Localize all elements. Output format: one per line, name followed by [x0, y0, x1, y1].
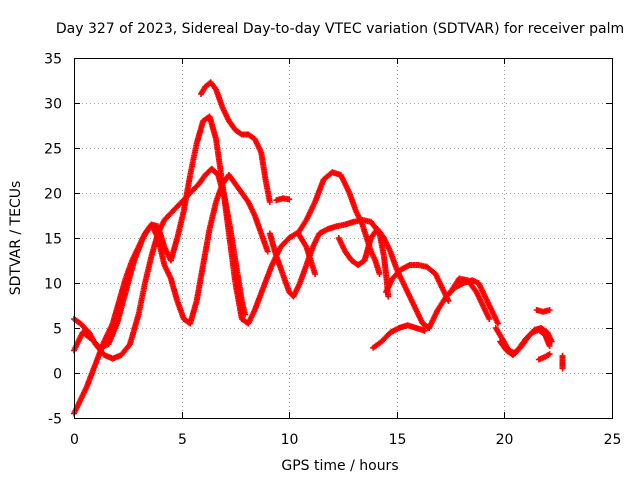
axis-ticks — [74, 58, 613, 419]
x-tick-label: 10 — [281, 432, 299, 448]
data-point — [312, 271, 319, 277]
data-point — [546, 343, 553, 349]
y-axis-label: SDTVAR / TECUs — [8, 181, 24, 296]
y-tick-label: -5 — [48, 412, 62, 428]
y-tick-label: 15 — [44, 232, 62, 248]
series-track-4 — [197, 79, 273, 205]
data-point — [266, 199, 273, 205]
y-tick-label: 5 — [53, 322, 62, 338]
series-track-17 — [559, 352, 566, 372]
y-tick-label: 10 — [44, 277, 62, 293]
data-point — [445, 298, 452, 304]
data-point — [559, 352, 566, 359]
series-track-15 — [535, 351, 553, 363]
x-tick-label: 0 — [70, 432, 79, 448]
series-track-3 — [71, 172, 271, 417]
series-track-14 — [497, 326, 553, 358]
x-tick-label: 20 — [496, 432, 514, 448]
y-tick-labels: -5 0 5 10 15 20 25 30 35 — [44, 52, 62, 428]
data-point — [286, 196, 293, 203]
x-tick-labels: 0 5 10 15 20 25 — [70, 432, 621, 448]
x-tick-label: 15 — [389, 432, 407, 448]
data-point — [494, 320, 501, 327]
series-track-11 — [447, 275, 493, 322]
y-tick-label: 35 — [44, 52, 62, 68]
data-point — [264, 248, 271, 255]
data-point — [421, 327, 428, 334]
y-tick-label: 0 — [53, 367, 62, 383]
chart-title: Day 327 of 2023, Sidereal Day-to-day VTE… — [56, 21, 624, 37]
series-track-8 — [335, 226, 433, 331]
data-point — [385, 293, 392, 300]
series-track-9 — [383, 262, 452, 304]
grid-lines — [74, 58, 612, 418]
series-track-16 — [533, 307, 553, 315]
x-axis-label: GPS time / hours — [281, 458, 398, 474]
data-point — [546, 307, 553, 313]
data-point — [546, 351, 553, 358]
y-tick-label: 30 — [44, 97, 62, 113]
data-point — [486, 316, 493, 322]
data-points — [71, 79, 566, 417]
series-track-7 — [294, 169, 383, 277]
x-tick-label: 5 — [178, 432, 187, 448]
y-tick-label: 25 — [44, 142, 62, 158]
y-tick-label: 20 — [44, 187, 62, 203]
data-point — [376, 271, 383, 277]
series-track-5 — [273, 195, 293, 204]
x-tick-label: 25 — [604, 432, 622, 448]
series-track-12 — [370, 322, 428, 351]
